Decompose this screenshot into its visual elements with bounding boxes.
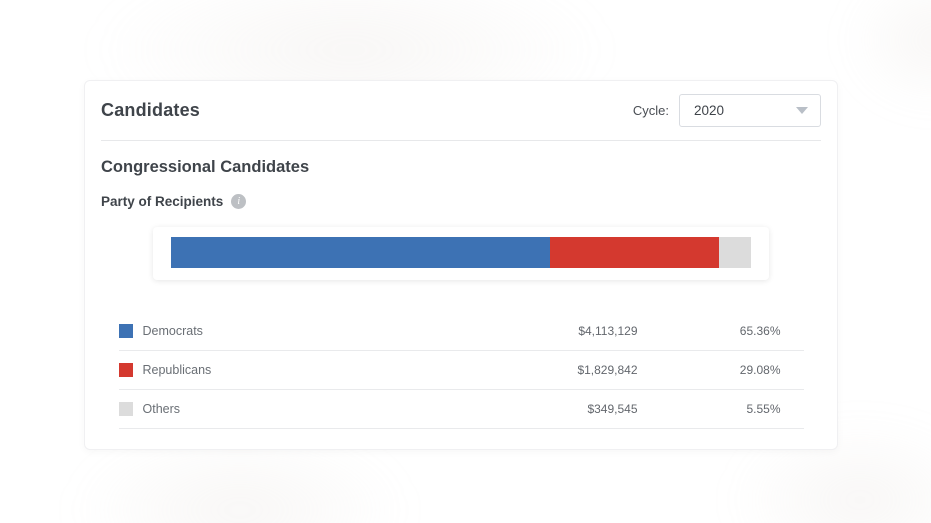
card-header: Candidates Cycle: 2020	[101, 81, 821, 141]
cycle-label: Cycle:	[632, 103, 669, 118]
chevron-down-icon	[796, 107, 808, 114]
legend-row: Republicans $1,829,842 29.08%	[118, 351, 804, 390]
card-body: Congressional Candidates Party of Recipi…	[85, 158, 837, 429]
legend-percent: 5.55%	[746, 402, 781, 416]
legend-amount: $349,545	[587, 402, 638, 416]
bar-segment-democrats	[171, 237, 551, 268]
background-blob	[845, 0, 931, 110]
legend-label: Republicans	[142, 363, 212, 377]
bar-segment-republicans	[550, 237, 719, 268]
chart-title-row: Party of Recipients i	[101, 194, 821, 209]
legend-percent: 65.36%	[739, 324, 781, 338]
legend-table: Democrats $4,113,129 65.36% Republicans …	[118, 312, 804, 429]
chart-title: Party of Recipients	[101, 194, 224, 209]
legend-label: Others	[142, 402, 181, 416]
legend-amount: $1,829,842	[577, 363, 638, 377]
chart-wrapper	[153, 227, 769, 280]
legend-swatch	[118, 363, 133, 377]
cycle-selected-value: 2020	[694, 103, 725, 118]
legend-percent: 29.08%	[739, 363, 781, 377]
legend-swatch	[118, 324, 133, 338]
page-title: Candidates	[101, 100, 201, 120]
legend-row: Others $349,545 5.55%	[118, 390, 804, 429]
legend-swatch	[118, 402, 133, 416]
candidates-card: Candidates Cycle: 2020 Congressional Can…	[84, 80, 838, 450]
legend-label: Democrats	[142, 324, 203, 338]
bar-segment-others	[718, 237, 751, 268]
info-icon[interactable]: i	[231, 194, 247, 209]
legend-row: Democrats $4,113,129 65.36%	[118, 312, 804, 351]
cycle-select[interactable]: 2020	[679, 94, 821, 127]
cycle-control: Cycle: 2020	[633, 94, 821, 127]
stacked-bar	[171, 237, 751, 268]
section-title: Congressional Candidates	[101, 158, 310, 176]
legend-amount: $4,113,129	[578, 324, 638, 338]
